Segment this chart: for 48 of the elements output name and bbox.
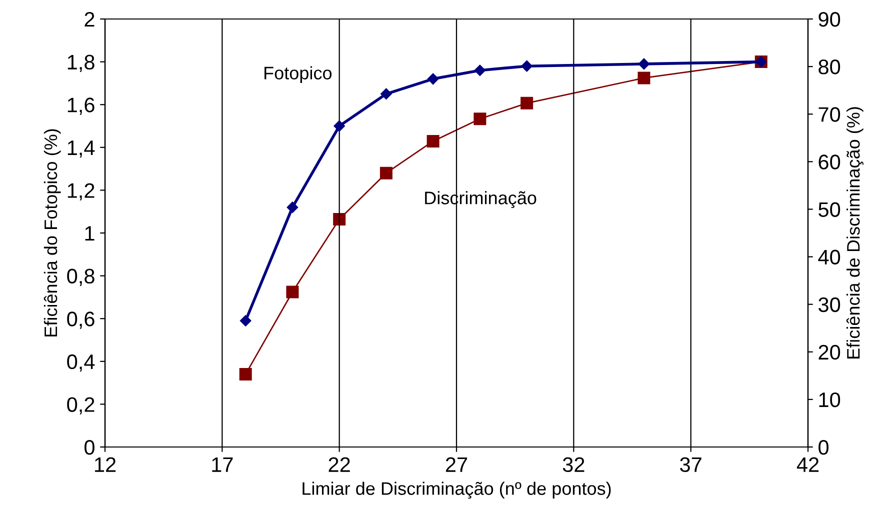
point xyxy=(240,315,252,326)
y2-tick-label: 30 xyxy=(818,297,840,312)
x-tick-label: 32 xyxy=(562,457,584,472)
point xyxy=(521,60,532,72)
point xyxy=(380,166,392,180)
point xyxy=(474,112,486,126)
x-tick-label: 12 xyxy=(95,457,116,472)
y2-tick-label: 90 xyxy=(818,12,840,27)
y-axis-title: Eficiência do Fotopico (%) xyxy=(44,129,61,336)
y2-tick-label: 20 xyxy=(818,344,840,360)
point xyxy=(286,202,298,213)
y-tick-label: 0,8 xyxy=(67,268,94,286)
y2-tick-label: 40 xyxy=(818,250,840,265)
y2-tick-label: 10 xyxy=(819,392,840,408)
y-tick-label: 1,2 xyxy=(68,183,94,200)
point xyxy=(520,96,534,110)
y2-tick-label: 0 xyxy=(818,440,828,455)
y-tick-label: 1,6 xyxy=(68,98,94,115)
x-tick-label: 27 xyxy=(446,457,468,472)
y-tick-label: 1,4 xyxy=(68,140,95,158)
y2-tick-label: 60 xyxy=(818,154,840,170)
y-tick-label: 0,6 xyxy=(67,312,94,329)
x-tick-label: 22 xyxy=(328,457,350,472)
point xyxy=(380,88,392,100)
y-tick-label: 1 xyxy=(85,226,94,241)
point xyxy=(333,212,346,226)
x-tick-label: 42 xyxy=(796,457,819,472)
y2-tick-label: 80 xyxy=(818,60,840,74)
y-tick-label: 0,4 xyxy=(67,354,95,372)
point xyxy=(638,72,650,84)
y-tick-label: 1,8 xyxy=(68,54,94,72)
point xyxy=(427,73,439,85)
y-tick-label: 0 xyxy=(84,440,94,455)
point xyxy=(474,64,486,76)
y-tick-label: 0,2 xyxy=(67,397,94,414)
point xyxy=(638,58,650,70)
y-tick-label: 2 xyxy=(84,12,94,27)
point xyxy=(286,286,299,298)
y2-tick-label: 50 xyxy=(818,202,840,217)
text: Fotopico xyxy=(264,66,332,84)
x-tick-label: 17 xyxy=(212,457,233,472)
point xyxy=(426,134,440,148)
x-tick-label: 37 xyxy=(680,457,702,472)
point xyxy=(239,368,252,380)
y2-axis-title: Eficiência de Discriminação (%) xyxy=(846,107,864,358)
y2-tick-label: 70 xyxy=(818,107,840,122)
x-axis-title: Limiar de Discriminação (nº de pontos) xyxy=(302,482,611,499)
point xyxy=(334,120,345,132)
